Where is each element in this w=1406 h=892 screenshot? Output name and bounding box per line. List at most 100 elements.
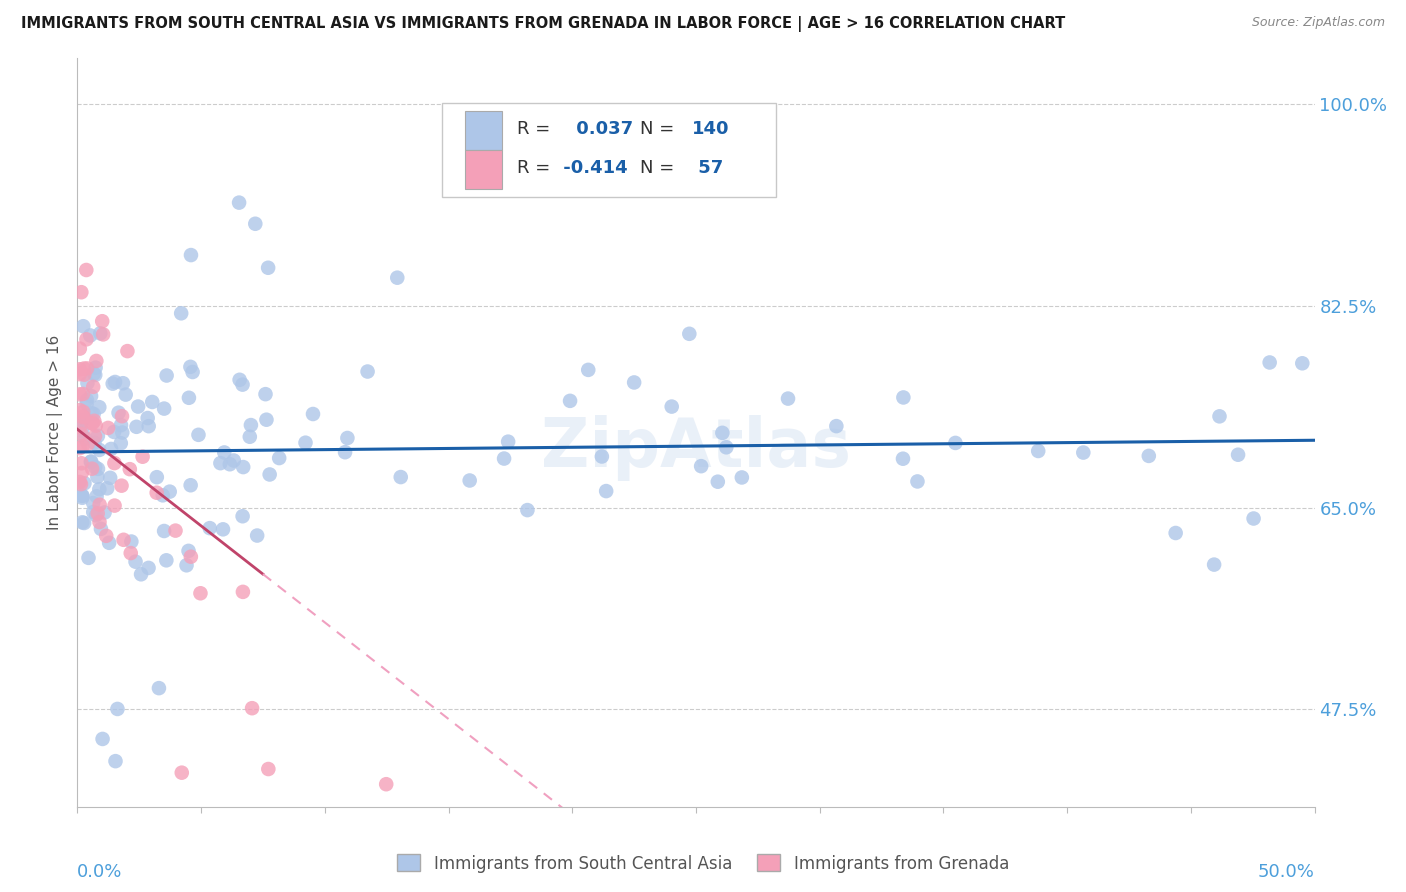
- Point: [86, 507, 108, 521]
- Point: [107, 702, 129, 716]
- Point: [145, 485, 167, 500]
- Point: [110, 478, 132, 492]
- Point: [228, 373, 250, 387]
- Point: [124, 555, 146, 569]
- Text: 0.0%: 0.0%: [77, 863, 122, 880]
- Point: [1208, 409, 1230, 424]
- Point: [198, 521, 221, 535]
- Point: [190, 586, 212, 600]
- Point: [375, 777, 398, 791]
- Point: [89, 326, 111, 341]
- Point: [118, 462, 141, 476]
- Point: [240, 701, 263, 715]
- Point: [138, 561, 160, 575]
- Point: [110, 436, 132, 450]
- Point: [661, 400, 683, 414]
- Point: [131, 450, 153, 464]
- Point: [69, 441, 91, 455]
- Point: [1291, 356, 1313, 370]
- Point: [72, 413, 94, 427]
- Point: [945, 436, 967, 450]
- Point: [111, 409, 134, 424]
- Point: [181, 365, 204, 379]
- Point: [117, 344, 139, 359]
- Point: [77, 437, 100, 451]
- Point: [103, 425, 125, 439]
- Point: [269, 451, 291, 466]
- Point: [82, 416, 104, 430]
- Point: [595, 484, 617, 499]
- Bar: [464, 150, 502, 189]
- Point: [97, 421, 120, 435]
- Point: [256, 413, 278, 427]
- Point: [84, 418, 107, 433]
- Point: [711, 425, 734, 440]
- Point: [1258, 355, 1281, 369]
- Point: [79, 328, 101, 343]
- Point: [83, 407, 105, 421]
- Point: [458, 474, 481, 488]
- Point: [179, 359, 201, 374]
- Point: [576, 363, 599, 377]
- Point: [212, 522, 235, 536]
- Point: [496, 434, 519, 449]
- Point: [165, 524, 187, 538]
- Point: [141, 395, 163, 409]
- Point: [80, 461, 103, 475]
- Point: [75, 263, 97, 277]
- Point: [73, 368, 96, 382]
- Legend: Immigrants from South Central Asia, Immigrants from Grenada: Immigrants from South Central Asia, Immi…: [391, 847, 1015, 880]
- Point: [153, 401, 176, 416]
- Point: [209, 456, 232, 470]
- Point: [83, 435, 105, 450]
- Point: [180, 549, 202, 564]
- Point: [107, 406, 129, 420]
- Point: [80, 406, 103, 420]
- Point: [73, 476, 96, 491]
- Point: [69, 387, 91, 401]
- Point: [89, 515, 111, 529]
- Point: [90, 522, 112, 536]
- Text: -0.414: -0.414: [557, 159, 628, 177]
- Point: [1243, 511, 1265, 525]
- Point: [153, 524, 176, 538]
- Point: [170, 306, 193, 320]
- Point: [76, 397, 98, 411]
- Point: [91, 314, 114, 328]
- Text: IMMIGRANTS FROM SOUTH CENTRAL ASIA VS IMMIGRANTS FROM GRENADA IN LABOR FORCE | A: IMMIGRANTS FROM SOUTH CENTRAL ASIA VS IM…: [21, 16, 1066, 32]
- Point: [112, 533, 135, 547]
- Point: [232, 460, 254, 475]
- Point: [82, 380, 104, 394]
- Point: [494, 451, 516, 466]
- Text: Source: ZipAtlas.com: Source: ZipAtlas.com: [1251, 16, 1385, 29]
- Point: [89, 400, 111, 414]
- Point: [96, 481, 118, 495]
- Point: [156, 368, 179, 383]
- Point: [96, 529, 118, 543]
- Point: [84, 460, 107, 475]
- Point: [82, 505, 104, 519]
- Text: ZipAtlas: ZipAtlas: [541, 415, 851, 481]
- Point: [69, 420, 91, 434]
- Point: [69, 367, 91, 381]
- Point: [246, 528, 269, 542]
- Point: [72, 414, 94, 428]
- Point: [257, 762, 280, 776]
- Point: [87, 462, 110, 476]
- Point: [70, 409, 93, 424]
- Point: [84, 368, 107, 382]
- Point: [232, 509, 254, 524]
- Point: [103, 456, 125, 470]
- Point: [72, 489, 94, 503]
- Point: [591, 450, 613, 464]
- Point: [294, 435, 316, 450]
- Point: [907, 475, 929, 489]
- Point: [91, 327, 114, 342]
- Point: [89, 498, 111, 512]
- Point: [356, 365, 378, 379]
- Point: [70, 427, 93, 442]
- Point: [1137, 449, 1160, 463]
- Point: [84, 360, 107, 375]
- Point: [232, 377, 254, 392]
- Point: [152, 488, 174, 502]
